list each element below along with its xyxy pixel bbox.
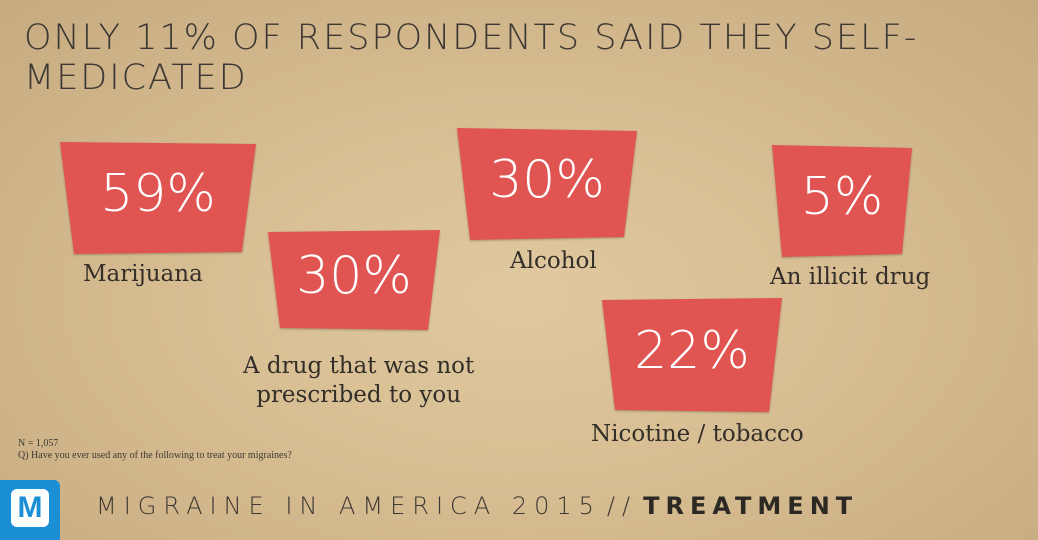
logo-letter: M	[11, 489, 49, 527]
badge-shape-marijuana	[60, 142, 256, 254]
category-label-line: Nicotine / tobacco	[591, 421, 804, 447]
category-label-line: A drug that was not	[243, 353, 475, 379]
value-label-illicit: 5%	[800, 167, 884, 227]
chart-title: ONLY 11% OF RESPONDENTS SAID THEY SELF-M…	[24, 18, 919, 98]
footer-separator: //	[606, 492, 638, 520]
category-label-line: Marijuana	[83, 261, 203, 287]
category-label-marijuana: Marijuana	[83, 260, 203, 289]
footer-banner: MIGRAINE IN AMERICA 2015//TREATMENT	[96, 492, 858, 520]
value-label-unprescribed: 30%	[296, 246, 412, 306]
migraine-logo-icon: M	[0, 480, 60, 540]
value-label-alcohol: 30%	[489, 150, 605, 210]
category-label-line: An illicit drug	[770, 264, 931, 290]
category-label-unprescribed: A drug that was not prescribed to you	[243, 352, 474, 410]
sample-size-note: N = 1,057	[18, 438, 59, 449]
bar-badge-marijuana: 59%	[60, 142, 256, 254]
bar-badge-nicotine: 22%	[602, 298, 782, 412]
bar-badge-illicit: 5%	[772, 145, 912, 257]
category-label-line: Alcohol	[510, 248, 597, 274]
badge-shape-unprescribed	[268, 230, 440, 330]
footer-series-label: MIGRAINE IN AMERICA 2015	[96, 492, 601, 520]
bar-badge-alcohol: 30%	[457, 128, 637, 240]
category-label-illicit: An illicit drug	[770, 263, 930, 292]
chart-notes: N = 1,057 Q) Have you ever used any of t…	[18, 438, 292, 462]
category-label-alcohol: Alcohol	[510, 247, 597, 276]
survey-question-note: Q) Have you ever used any of the followi…	[18, 450, 292, 461]
value-label-nicotine: 22%	[634, 321, 750, 381]
badge-shape-alcohol	[457, 128, 637, 240]
badge-shape-illicit	[772, 145, 912, 257]
footer-section-title: TREATMENT	[643, 492, 859, 520]
value-label-marijuana: 59%	[100, 164, 216, 224]
badge-shape-nicotine	[602, 298, 782, 412]
bar-badge-unprescribed: 30%	[268, 230, 440, 330]
category-label-line: prescribed to you	[256, 382, 462, 408]
category-label-nicotine: Nicotine / tobacco	[591, 420, 804, 449]
